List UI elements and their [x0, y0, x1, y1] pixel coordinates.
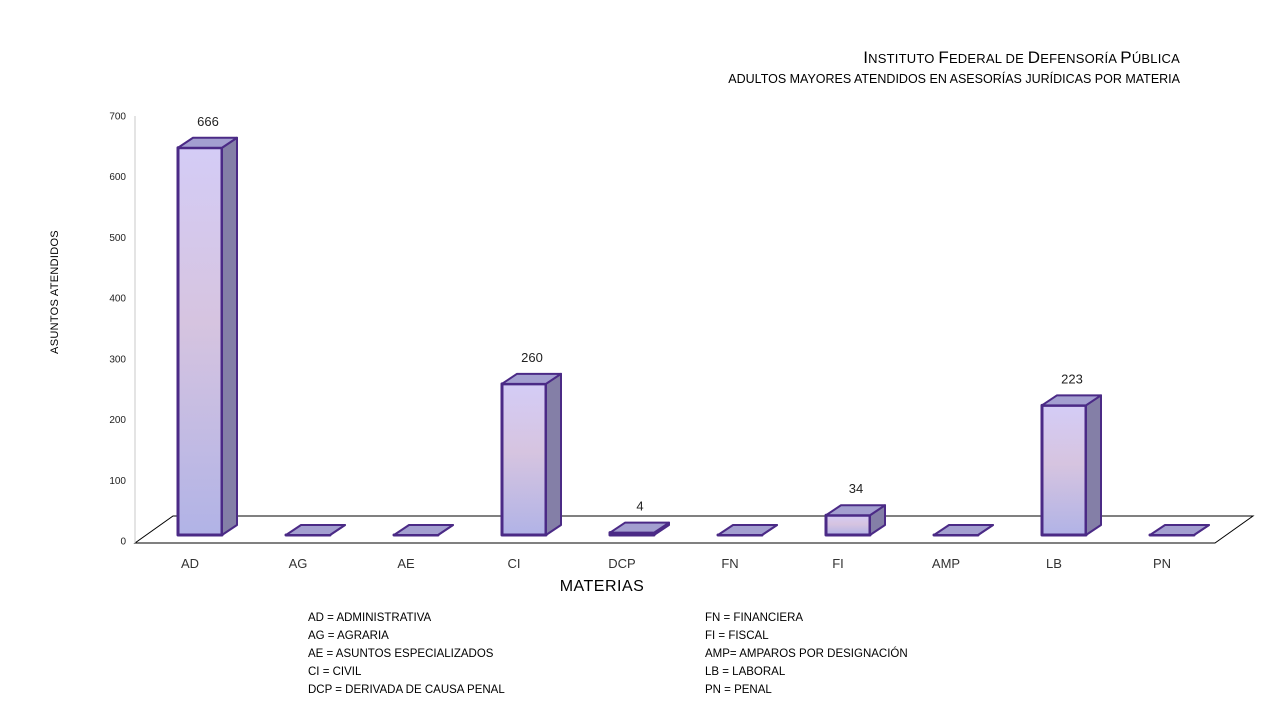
bar-dcp	[608, 521, 670, 537]
bar-ci	[500, 372, 562, 537]
legend-left: AD = ADMINISTRATIVA AG = AGRARIA AE = AS…	[308, 609, 505, 699]
bar-front	[1040, 403, 1088, 537]
y-tick-label: 500	[109, 233, 126, 244]
y-tick-label: 300	[109, 354, 126, 365]
y-tick-label: 400	[109, 294, 126, 305]
y-tick-label: 600	[109, 172, 126, 183]
x-axis-label: MATERIAS	[559, 578, 645, 595]
bar-top	[1149, 524, 1210, 536]
bar-fi	[824, 504, 886, 537]
bar-top	[609, 521, 670, 534]
x-tick-label-ci: CI	[508, 556, 521, 571]
legend-item: AMP= AMPAROS POR DESIGNACIÓN	[705, 648, 908, 660]
y-axis-label: ASUNTOS ATENDIDOS	[49, 230, 61, 354]
bar-top	[825, 504, 886, 517]
x-tick-label-ad: AD	[181, 556, 199, 571]
x-tick-label-lb: LB	[1046, 556, 1062, 571]
bar-front	[500, 382, 548, 537]
data-label-lb: 223	[1061, 371, 1083, 386]
bar-top	[717, 524, 778, 536]
x-tick-label-fn: FN	[721, 556, 738, 571]
y-tick-label: 200	[109, 415, 126, 426]
legend-item: PN = PENAL	[705, 684, 772, 696]
bar-front	[824, 513, 872, 537]
bar-front	[176, 146, 224, 537]
legend-item: LB = LABORAL	[705, 666, 786, 678]
x-tick-label-fi: FI	[832, 556, 844, 571]
legend-item: AD = ADMINISTRATIVA	[308, 612, 432, 624]
legend-item: AE = ASUNTOS ESPECIALIZADOS	[308, 648, 494, 660]
legend-item: FI = FISCAL	[705, 630, 769, 642]
x-tick-label-ae: AE	[397, 556, 415, 571]
bar-top	[285, 524, 346, 536]
bar-top	[1041, 394, 1102, 407]
bar-side	[1085, 394, 1102, 536]
bar-top	[933, 524, 994, 536]
chart-subtitle: ADULTOS MAYORES ATENDIDOS EN ASESORÍAS J…	[728, 72, 1180, 86]
bar-lb	[1040, 394, 1102, 537]
legend-item: CI = CIVIL	[308, 666, 362, 678]
data-label-ad: 666	[197, 114, 219, 129]
bar-fn	[716, 524, 778, 537]
x-tick-label-dcp: DCP	[608, 556, 635, 571]
bar-side	[221, 136, 238, 536]
legend-item: DCP = DERIVADA DE CAUSA PENAL	[308, 684, 505, 696]
y-tick-label: 0	[120, 537, 126, 548]
y-tick-label: 700	[109, 112, 126, 123]
chart-title-block: Instituto Federal de Defensoría Pública …	[728, 48, 1180, 86]
bar-top	[393, 524, 454, 536]
legend-right: FN = FINANCIERA FI = FISCAL AMP= AMPAROS…	[705, 609, 908, 699]
bar-top	[501, 372, 562, 385]
data-label-ci: 260	[521, 350, 543, 365]
bar-side	[545, 372, 562, 536]
legend-item: FN = FINANCIERA	[705, 612, 804, 624]
bar-amp	[932, 524, 994, 537]
bar-ag	[284, 524, 346, 537]
data-label-dcp: 4	[636, 499, 643, 514]
x-tick-label-ag: AG	[289, 556, 308, 571]
chart-title: Instituto Federal de Defensoría Pública	[863, 48, 1180, 67]
data-label-fi: 34	[849, 481, 863, 496]
x-tick-label-amp: AMP	[932, 556, 960, 571]
legend-item: AG = AGRARIA	[308, 630, 389, 642]
bar-top	[177, 136, 238, 149]
x-tick-label-pn: PN	[1153, 556, 1171, 571]
y-tick-label: 100	[109, 476, 126, 487]
bar-ae	[392, 524, 454, 537]
bar-ad	[176, 136, 238, 537]
bar-pn	[1148, 524, 1210, 537]
